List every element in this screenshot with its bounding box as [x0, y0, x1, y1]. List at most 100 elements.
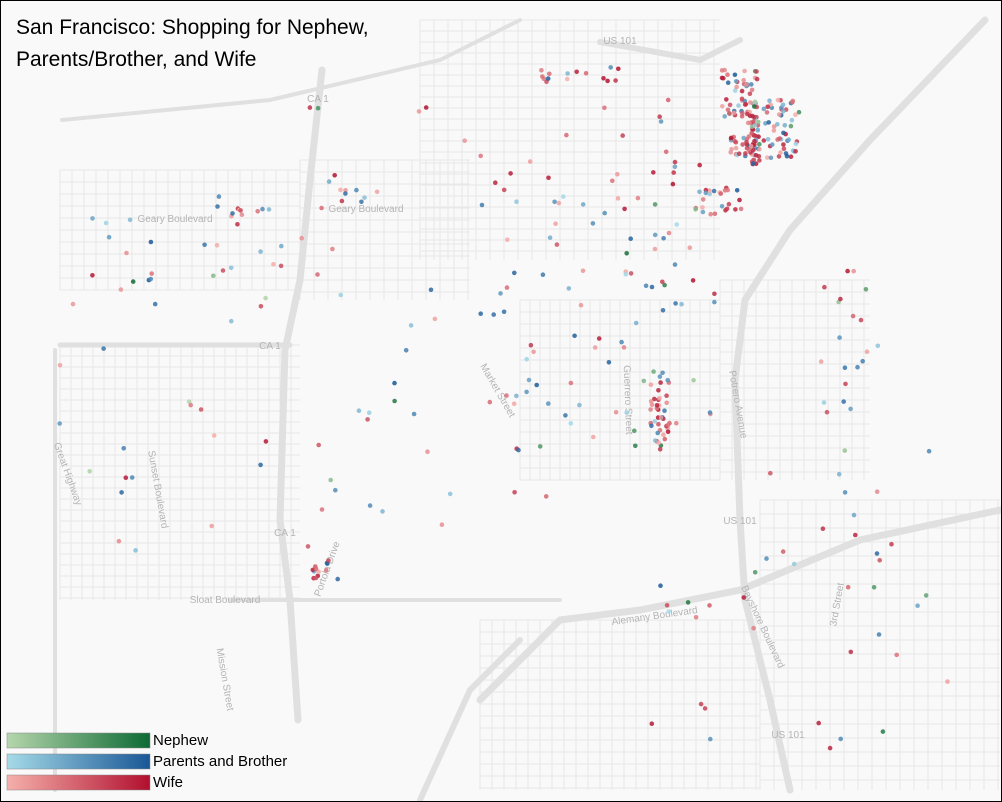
- shop-dot: [338, 292, 344, 298]
- shop-dot: [687, 245, 693, 250]
- road-label: Sloat Boulevard: [190, 595, 261, 606]
- shop-dot: [757, 141, 762, 147]
- shop-dot: [719, 68, 725, 73]
- shop-dot: [725, 187, 730, 193]
- shop-dot: [255, 209, 260, 214]
- shop-dot: [776, 154, 782, 159]
- highway: [476, 506, 1002, 704]
- shop-dot: [838, 736, 843, 742]
- shop-dot: [654, 403, 660, 408]
- shop-dot: [718, 191, 724, 196]
- legend: Nephew Parents and Brother Wife: [6, 732, 287, 791]
- shop-dot: [776, 112, 782, 117]
- shop-dot: [263, 439, 269, 444]
- shop-dot: [788, 154, 794, 159]
- road-label: CA 1: [274, 528, 296, 539]
- shop-dot: [514, 199, 519, 204]
- shop-dot: [643, 283, 649, 289]
- shop-dot: [271, 262, 276, 267]
- shop-dot: [505, 237, 510, 242]
- shop-dot: [698, 701, 704, 707]
- shop-dot: [591, 434, 596, 440]
- shop-dot: [770, 142, 775, 147]
- shop-dot: [633, 443, 638, 449]
- shop-dot: [580, 268, 586, 274]
- shop-dot: [719, 75, 725, 81]
- shop-dot: [338, 187, 343, 193]
- shop-dot: [781, 142, 786, 147]
- shop-dot: [605, 78, 610, 84]
- shop-dot: [764, 556, 769, 561]
- shop-dot: [837, 335, 842, 340]
- shop-dot: [863, 287, 869, 292]
- shop-dot: [666, 230, 672, 236]
- shop-dot: [864, 349, 870, 355]
- shop-dot: [651, 369, 656, 374]
- shop-dot: [855, 364, 860, 370]
- shop-dot: [524, 389, 529, 395]
- shop-dot: [782, 123, 788, 128]
- shop-dot: [623, 272, 629, 277]
- shop-dot: [657, 374, 663, 379]
- shop-dot: [665, 429, 671, 435]
- shop-dot: [258, 249, 263, 254]
- shop-dot: [700, 205, 705, 210]
- shop-dot: [697, 189, 702, 195]
- shop-dot: [554, 242, 560, 247]
- shop-dot: [514, 393, 519, 399]
- shop-dot: [750, 113, 755, 119]
- shop-dot: [748, 143, 754, 149]
- shop-dot: [367, 503, 373, 508]
- shop-dot: [534, 382, 539, 388]
- shop-dot: [771, 128, 777, 133]
- shop-dot: [727, 102, 733, 108]
- shop-dot: [662, 282, 667, 288]
- shop-dot: [788, 123, 794, 129]
- shop-dot: [737, 197, 742, 203]
- shop-dot: [757, 158, 762, 163]
- shop-dot: [775, 122, 780, 127]
- shop-dot: [712, 299, 717, 305]
- shop-dot: [602, 105, 607, 111]
- shop-dot: [752, 570, 758, 575]
- shop-dot: [610, 178, 615, 184]
- shop-dot: [649, 721, 655, 726]
- shop-dot: [70, 301, 76, 307]
- shop-dot: [836, 471, 842, 477]
- shop-dot: [315, 105, 321, 111]
- shop-dot: [235, 222, 240, 227]
- shop-dot: [608, 65, 613, 70]
- shop-dot: [791, 561, 797, 567]
- shop-dot: [848, 406, 853, 412]
- shop-dot: [851, 512, 857, 518]
- shop-dot: [633, 320, 639, 326]
- shop-dot: [531, 349, 536, 355]
- shop-dot: [462, 138, 468, 143]
- shop-dot: [652, 396, 657, 402]
- shop-dot: [731, 110, 737, 116]
- shop-dot: [392, 398, 397, 404]
- shop-dot: [751, 625, 756, 631]
- legend-swatch: [6, 753, 151, 770]
- shop-dot: [624, 410, 629, 415]
- legend-label: Wife: [153, 774, 183, 791]
- shop-dot: [764, 110, 770, 115]
- shop-dot: [827, 745, 833, 751]
- shop-dot: [818, 359, 824, 364]
- shop-dot: [263, 295, 268, 301]
- shop-dot: [875, 343, 881, 349]
- shop-dot: [501, 309, 507, 315]
- shop-dot: [664, 603, 670, 608]
- highway: [597, 37, 743, 64]
- shop-dot: [354, 187, 359, 193]
- shop-dot: [724, 206, 730, 212]
- shop-dot: [501, 187, 507, 193]
- shop-dot: [527, 159, 533, 164]
- shop-dot: [748, 100, 753, 105]
- shop-dot: [789, 117, 795, 123]
- shop-dot: [649, 284, 655, 290]
- shop-dot: [198, 407, 204, 412]
- shop-dot: [764, 155, 770, 160]
- shop-dot: [649, 423, 654, 429]
- shop-dot: [719, 204, 725, 209]
